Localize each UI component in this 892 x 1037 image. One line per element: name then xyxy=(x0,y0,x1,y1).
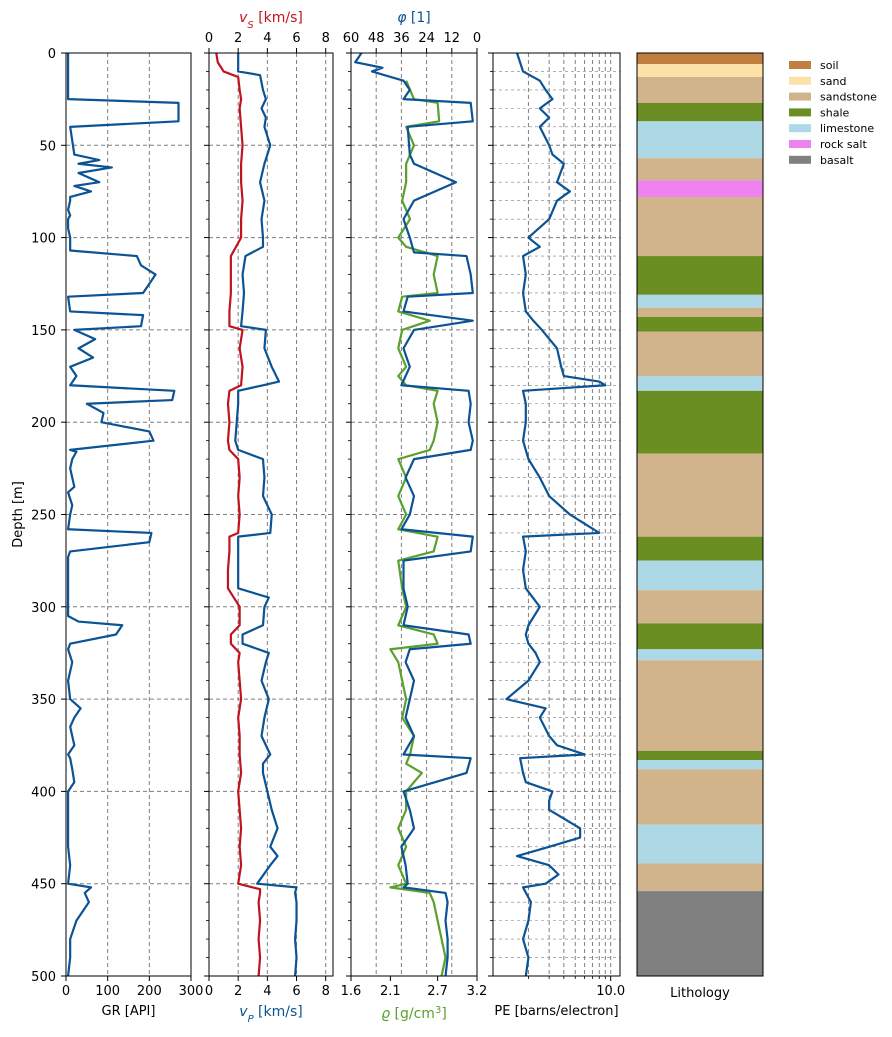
axes-layer xyxy=(61,48,764,981)
pe-x-tick-label: 10.0 xyxy=(596,984,625,999)
lithology-interval-sandstone xyxy=(637,769,763,825)
legend-swatch-rock-salt xyxy=(789,140,811,148)
density-x-tick-label: 2.7 xyxy=(427,984,448,999)
vp-series-line xyxy=(234,53,298,977)
lithology-interval-sandstone xyxy=(637,76,763,103)
legend-swatch-sand xyxy=(789,76,811,85)
lithology-interval-sandstone xyxy=(637,660,763,751)
legend-label-limestone: limestone xyxy=(820,122,874,135)
lithology-interval-sandstone xyxy=(637,158,763,181)
gr-axis-label: GR [API] xyxy=(102,1004,156,1019)
lithology-interval-limestone xyxy=(637,824,763,864)
legend-label-shale: shale xyxy=(820,106,849,119)
lithology-interval-limestone xyxy=(637,560,763,591)
pe-axis-label: PE [barns/electron] xyxy=(494,1004,618,1019)
porosity-x-tick-label: 12 xyxy=(444,31,461,46)
lithology-interval-rock-salt xyxy=(637,180,763,197)
lithology-interval-shale xyxy=(637,102,763,122)
pe-series-line xyxy=(505,52,607,977)
vp-axis-label: vP [km/s] xyxy=(239,1004,302,1025)
lithology-interval-shale xyxy=(637,316,763,332)
depth-tick-label: 350 xyxy=(31,693,56,708)
vp-x-tick-label: 6 xyxy=(292,984,300,999)
gr-x-tick-label: 0 xyxy=(62,984,70,999)
lithology-interval-shale xyxy=(637,390,763,454)
gr-x-tick-label: 200 xyxy=(137,984,162,999)
porosity-x-tick-label: 48 xyxy=(368,31,385,46)
vs-x-tick-label: 4 xyxy=(263,31,271,46)
legend-label-rock-salt: rock salt xyxy=(820,138,867,151)
lithology-interval-limestone xyxy=(637,760,763,770)
vp-x-tick-label: 2 xyxy=(234,984,242,999)
lithology-layer xyxy=(637,53,763,976)
vs-x-tick-label: 0 xyxy=(205,31,213,46)
lithology-interval-limestone xyxy=(637,649,763,661)
lithology-interval-limestone xyxy=(637,376,763,391)
porosity-series-line xyxy=(354,52,474,977)
porosity-axis-label: φ [1] xyxy=(397,10,431,26)
lithology-interval-limestone xyxy=(637,121,763,159)
lithology-interval-shale xyxy=(637,623,763,650)
grid-layer xyxy=(66,53,620,976)
vs-x-tick-label: 8 xyxy=(322,31,330,46)
density-axis-label: ϱ [g/cm3] xyxy=(381,1005,447,1023)
depth-tick-label: 100 xyxy=(31,232,56,247)
legend: soil sand sandstone shale limestone rock salt… xyxy=(789,59,877,167)
lithology-interval-sandstone xyxy=(637,196,763,257)
lithology-interval-sand xyxy=(637,64,763,77)
lithology-interval-sandstone xyxy=(637,863,763,892)
legend-swatch-limestone xyxy=(789,124,811,133)
vp-x-tick-label: 0 xyxy=(205,984,213,999)
legend-label-soil: soil xyxy=(820,59,839,72)
legend-swatch-basalt xyxy=(789,155,811,164)
porosity-x-tick-label: 60 xyxy=(343,31,360,46)
depth-tick-label: 250 xyxy=(31,509,56,524)
gr-x-tick-label: 300 xyxy=(179,984,204,999)
vp-x-tick-label: 4 xyxy=(263,984,271,999)
porosity-x-tick-label: 24 xyxy=(418,31,435,46)
legend-swatch-sandstone xyxy=(789,92,811,101)
depth-tick-label: 200 xyxy=(31,416,56,431)
depth-tick-label: 150 xyxy=(31,324,56,339)
gr-x-tick-label: 100 xyxy=(95,984,120,999)
legend-swatch-soil xyxy=(789,61,811,69)
vs-x-tick-label: 2 xyxy=(234,31,242,46)
density-x-tick-label: 2.1 xyxy=(380,984,401,999)
lithology-interval-basalt xyxy=(637,891,763,976)
lithology-interval-shale xyxy=(637,750,763,761)
vp-x-tick-label: 8 xyxy=(322,984,330,999)
vs-series-line xyxy=(215,52,262,977)
lithology-axis-label: Lithology xyxy=(670,986,730,1001)
legend-label-sand: sand xyxy=(820,75,846,88)
gr-series-line xyxy=(66,53,180,977)
density-x-tick-label: 1.6 xyxy=(341,984,362,999)
lithology-interval-shale xyxy=(637,256,763,295)
lithology-interval-sandstone xyxy=(637,453,763,537)
depth-tick-label: 300 xyxy=(31,601,56,616)
depth-tick-label: 500 xyxy=(31,970,56,985)
legend-label-basalt: basalt xyxy=(820,154,854,167)
legend-swatch-shale xyxy=(789,108,811,117)
depth-axis-label: Depth [m] xyxy=(11,481,26,548)
density-x-tick-label: 3.2 xyxy=(467,984,488,999)
lithology-interval-limestone xyxy=(637,294,763,308)
lithology-interval-sandstone xyxy=(637,590,763,624)
lithology-interval-sandstone xyxy=(637,307,763,317)
depth-tick-label: 400 xyxy=(31,785,56,800)
legend-label-sandstone: sandstone xyxy=(820,91,877,104)
lithology-interval-soil xyxy=(637,53,763,65)
vs-axis-label: vS [km/s] xyxy=(239,10,303,31)
porosity-x-tick-label: 36 xyxy=(393,31,410,46)
lithology-interval-sandstone xyxy=(637,331,763,377)
depth-tick-label: 450 xyxy=(31,878,56,893)
vs-x-tick-label: 6 xyxy=(292,31,300,46)
porosity-x-tick-label: 0 xyxy=(473,31,481,46)
series-layer xyxy=(66,52,607,977)
depth-tick-label: 0 xyxy=(48,47,56,62)
lithology-interval-shale xyxy=(637,536,763,561)
panel-frame-lith xyxy=(636,52,764,977)
depth-tick-label: 50 xyxy=(39,139,56,154)
